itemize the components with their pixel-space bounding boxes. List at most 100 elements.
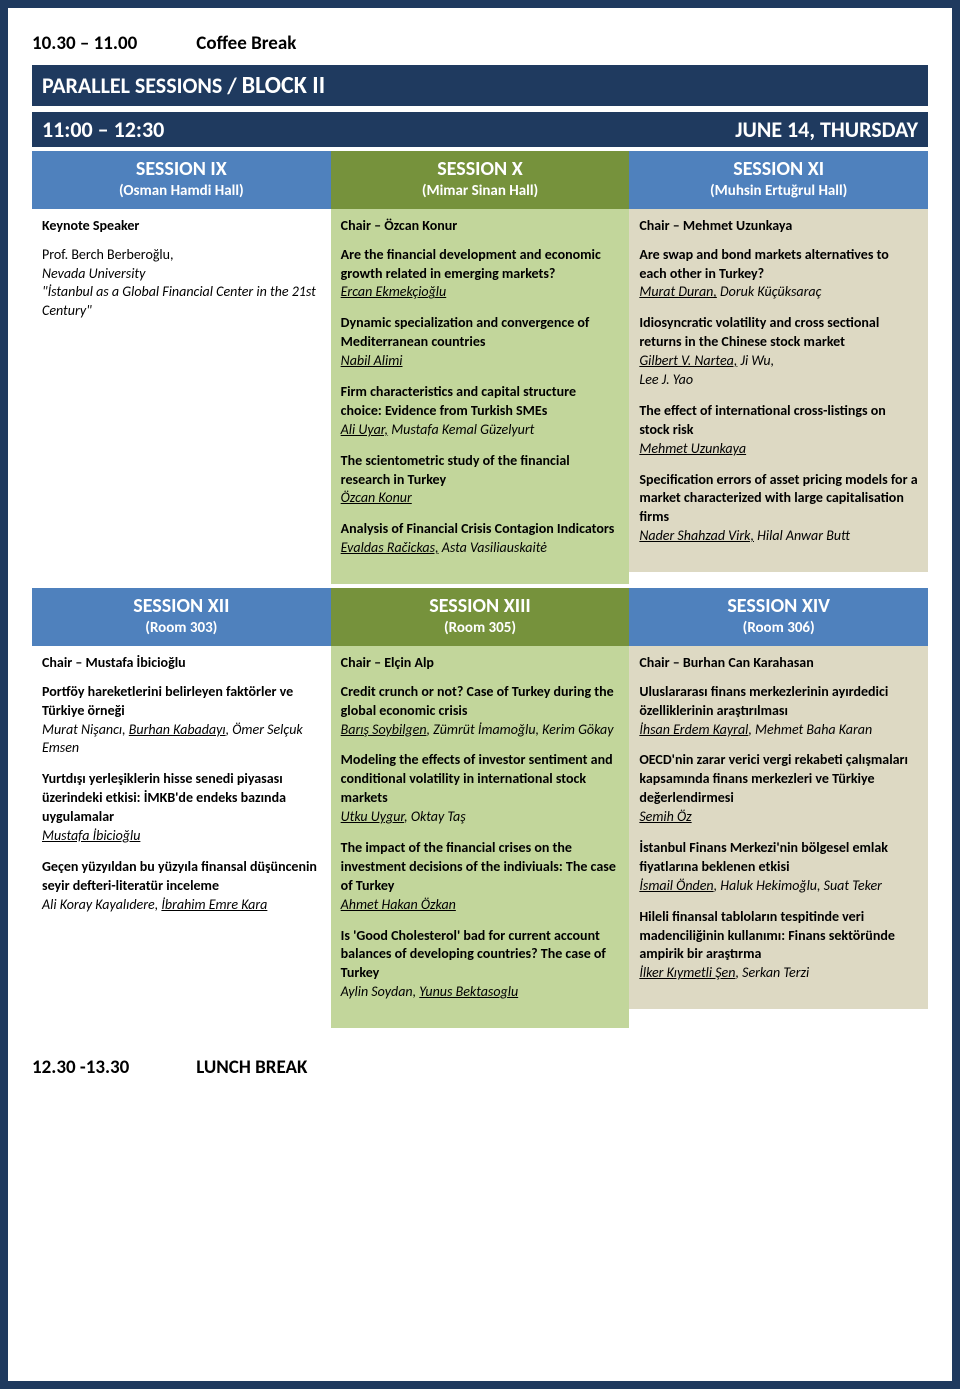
talk-title: OECD'nin zarar verici vergi rekabeti çal… bbox=[639, 751, 918, 808]
session-hall: (Muhsin Ertuğrul Hall) bbox=[633, 182, 924, 201]
session-hall: (Mimar Sinan Hall) bbox=[335, 182, 626, 201]
talk-authors: Ali Uyar, Mustafa Kemal Güzelyurt bbox=[341, 421, 620, 440]
talk-authors: İsmail Önden, Haluk Hekimoğlu, Suat Teke… bbox=[639, 877, 918, 896]
talk-item: Specification errors of asset pricing mo… bbox=[639, 471, 918, 547]
talk-item: Analysis of Financial Crisis Contagion I… bbox=[341, 520, 620, 558]
talk-title: Idiosyncratic volatility and cross secti… bbox=[639, 314, 918, 352]
talk-title: İstanbul Finans Merkezi'nin bölgesel eml… bbox=[639, 839, 918, 877]
session-body: Chair – Mustafa İbicioğlu Portföy hareket… bbox=[32, 646, 331, 941]
talk-item: İstanbul Finans Merkezi'nin bölgesel eml… bbox=[639, 839, 918, 896]
session-hall: (Room 303) bbox=[36, 619, 327, 638]
talk-item: Uluslararası finans merkezlerinin ayırde… bbox=[639, 683, 918, 740]
session-header: SESSION XI(Muhsin Ertuğrul Hall) bbox=[629, 151, 928, 209]
talk-authors: Nader Shahzad Virk, Hilal Anwar Butt bbox=[639, 527, 918, 546]
talk-authors: İlker Kıymetli Şen, Serkan Terzi bbox=[639, 964, 918, 983]
lunch-time: 12.30 -13.30 bbox=[32, 1056, 192, 1079]
session-title: SESSION XIV bbox=[633, 594, 924, 619]
page: 10.30 – 11.00 Coffee Break PARALLEL SESS… bbox=[0, 0, 960, 1389]
session-chair: Chair – Burhan Can Karahasan bbox=[639, 654, 918, 673]
session-title: SESSION XIII bbox=[335, 594, 626, 619]
talk-title: Hileli finansal tabloların tespitinde ve… bbox=[639, 908, 918, 965]
talk-item: Portföy hareketlerini belirleyen faktörl… bbox=[42, 683, 321, 759]
talk-item: Geçen yüzyıldan bu yüzyıla finansal düşü… bbox=[42, 858, 321, 915]
talk-authors: Özcan Konur bbox=[341, 489, 620, 508]
talk-item: OECD'nin zarar verici vergi rekabeti çal… bbox=[639, 751, 918, 827]
session-chair: Chair – Özcan Konur bbox=[341, 217, 620, 236]
session-header: SESSION IX(Osman Hamdi Hall) bbox=[32, 151, 331, 209]
talk-item: Prof. Berch Berberoğlu,Nevada University… bbox=[42, 246, 321, 322]
session-header: SESSION XIII(Room 305) bbox=[331, 588, 630, 646]
session-chair: Keynote Speaker bbox=[42, 217, 321, 236]
keynote-name: Prof. Berch Berberoğlu, bbox=[42, 246, 321, 265]
banner-text-b: BLOCK II bbox=[242, 71, 325, 100]
session-body: Keynote Speaker Prof. Berch Berberoğlu,Ne… bbox=[32, 209, 331, 347]
talk-authors: Barış Soybilgen, Zümrüt İmamoğlu, Kerim … bbox=[341, 721, 620, 740]
session-chair: Chair – Elçin Alp bbox=[341, 654, 620, 673]
day-label: JUNE 14, THURSDAY bbox=[735, 116, 918, 143]
talk-title: Are the financial development and econom… bbox=[341, 246, 620, 284]
lunch-break: 12.30 -13.30 LUNCH BREAK bbox=[32, 1056, 928, 1079]
session-title: SESSION IX bbox=[36, 157, 327, 182]
session-title: SESSION X bbox=[335, 157, 626, 182]
talk-authors: Evaldas Račickas, Asta Vasiliauskaitė bbox=[341, 539, 620, 558]
session-header: SESSION XIV(Room 306) bbox=[629, 588, 928, 646]
talk-title: The scientometric study of the financial… bbox=[341, 452, 620, 490]
talk-item: The impact of the financial crises on th… bbox=[341, 839, 620, 915]
time-row: 11:00 – 12:30 JUNE 14, THURSDAY bbox=[32, 112, 928, 147]
talk-title: Modeling the effects of investor sentime… bbox=[341, 751, 620, 808]
talk-authors: Mustafa İbicioğlu bbox=[42, 827, 321, 846]
talk-title: Credit crunch or not? Case of Turkey dur… bbox=[341, 683, 620, 721]
talk-authors: Murat Duran, Doruk Küçüksaraç bbox=[639, 283, 918, 302]
talk-authors: Ahmet Hakan Özkan bbox=[341, 896, 620, 915]
talk-title: Is 'Good Cholesterol' bad for current ac… bbox=[341, 927, 620, 984]
talk-item: Modeling the effects of investor sentime… bbox=[341, 751, 620, 827]
talk-item: The scientometric study of the financial… bbox=[341, 452, 620, 509]
session-title: SESSION XI bbox=[633, 157, 924, 182]
talk-item: Are the financial development and econom… bbox=[341, 246, 620, 303]
talk-title: Geçen yüzyıldan bu yüzyıla finansal düşü… bbox=[42, 858, 321, 896]
talk-item: Are swap and bond markets alternatives t… bbox=[639, 246, 918, 303]
talk-authors: Mehmet Uzunkaya bbox=[639, 440, 918, 459]
talk-item: Credit crunch or not? Case of Turkey dur… bbox=[341, 683, 620, 740]
time-slot: 11:00 – 12:30 bbox=[42, 116, 164, 143]
session-title: SESSION XII bbox=[36, 594, 327, 619]
coffee-break-label: Coffee Break bbox=[196, 32, 296, 55]
talk-title: Are swap and bond markets alternatives t… bbox=[639, 246, 918, 284]
talk-title: Firm characteristics and capital structu… bbox=[341, 383, 620, 421]
talk-title: Portföy hareketlerini belirleyen faktörl… bbox=[42, 683, 321, 721]
session-column: SESSION XIV(Room 306)Chair – Burhan Can … bbox=[629, 588, 928, 1028]
session-header: SESSION X(Mimar Sinan Hall) bbox=[331, 151, 630, 209]
session-hall: (Room 305) bbox=[335, 619, 626, 638]
talk-authors: Ali Koray Kayalıdere, İbrahim Emre Kara bbox=[42, 896, 321, 915]
talk-authors: Aylin Soydan, Yunus Bektasoglu bbox=[341, 983, 620, 1002]
session-body: Chair – Mehmet Uzunkaya Are swap and bond… bbox=[629, 209, 928, 572]
talk-title: Analysis of Financial Crisis Contagion I… bbox=[341, 520, 620, 539]
sessions-row-1: SESSION IX(Osman Hamdi Hall)Keynote Spea… bbox=[32, 151, 928, 584]
talk-authors: Semih Öz bbox=[639, 808, 918, 827]
session-chair: Chair – Mehmet Uzunkaya bbox=[639, 217, 918, 236]
block-banner: PARALLEL SESSIONS / BLOCK II bbox=[32, 65, 928, 106]
keynote-affil: Nevada University "İstanbul as a Global … bbox=[42, 265, 321, 322]
talk-authors: Ercan Ekmekçioğlu bbox=[341, 283, 620, 302]
talk-item: Yurtdışı yerleşiklerin hisse senedi piya… bbox=[42, 770, 321, 846]
talk-item: Is 'Good Cholesterol' bad for current ac… bbox=[341, 927, 620, 1003]
session-chair: Chair – Mustafa İbicioğlu bbox=[42, 654, 321, 673]
session-column: SESSION IX(Osman Hamdi Hall)Keynote Spea… bbox=[32, 151, 331, 584]
coffee-break-time: 10.30 – 11.00 bbox=[32, 32, 192, 55]
talk-authors: Utku Uygur, Oktay Taş bbox=[341, 808, 620, 827]
talk-item: The effect of international cross-listin… bbox=[639, 402, 918, 459]
session-header: SESSION XII(Room 303) bbox=[32, 588, 331, 646]
session-body: Chair – Özcan Konur Are the financial dev… bbox=[331, 209, 630, 584]
session-column: SESSION XIII(Room 305) Chair – Elçin Alp C… bbox=[331, 588, 630, 1028]
talk-title: Specification errors of asset pricing mo… bbox=[639, 471, 918, 528]
lunch-label: LUNCH BREAK bbox=[196, 1056, 307, 1079]
session-body: Chair – Burhan Can Karahasan Uluslararası… bbox=[629, 646, 928, 1009]
talk-item: Idiosyncratic volatility and cross secti… bbox=[639, 314, 918, 390]
talk-item: Firm characteristics and capital structu… bbox=[341, 383, 620, 440]
talk-item: Hileli finansal tabloların tespitinde ve… bbox=[639, 908, 918, 984]
coffee-break: 10.30 – 11.00 Coffee Break bbox=[32, 32, 928, 55]
session-column: SESSION XII(Room 303)Chair – Mustafa İbi… bbox=[32, 588, 331, 1028]
talk-authors: Murat Nişancı, Burhan Kabadayı, Ömer Sel… bbox=[42, 721, 321, 759]
talk-authors: Gilbert V. Nartea, Ji Wu, Lee J. Yao bbox=[639, 352, 918, 390]
talk-title: The impact of the financial crises on th… bbox=[341, 839, 620, 896]
